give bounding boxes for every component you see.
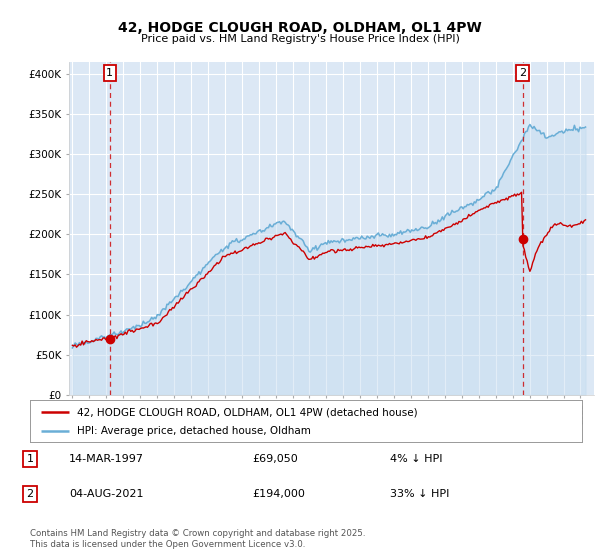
Text: 42, HODGE CLOUGH ROAD, OLDHAM, OL1 4PW (detached house): 42, HODGE CLOUGH ROAD, OLDHAM, OL1 4PW (… — [77, 407, 418, 417]
Text: Contains HM Land Registry data © Crown copyright and database right 2025.
This d: Contains HM Land Registry data © Crown c… — [30, 529, 365, 549]
Text: 2: 2 — [26, 489, 34, 499]
Text: 1: 1 — [106, 68, 113, 78]
Text: HPI: Average price, detached house, Oldham: HPI: Average price, detached house, Oldh… — [77, 427, 311, 436]
Text: 1: 1 — [26, 454, 34, 464]
Text: £69,050: £69,050 — [252, 454, 298, 464]
Text: 2: 2 — [519, 68, 526, 78]
Text: 33% ↓ HPI: 33% ↓ HPI — [390, 489, 449, 499]
Text: 4% ↓ HPI: 4% ↓ HPI — [390, 454, 443, 464]
Text: 14-MAR-1997: 14-MAR-1997 — [69, 454, 144, 464]
Text: Price paid vs. HM Land Registry's House Price Index (HPI): Price paid vs. HM Land Registry's House … — [140, 34, 460, 44]
Text: £194,000: £194,000 — [252, 489, 305, 499]
Text: 04-AUG-2021: 04-AUG-2021 — [69, 489, 143, 499]
Text: 42, HODGE CLOUGH ROAD, OLDHAM, OL1 4PW: 42, HODGE CLOUGH ROAD, OLDHAM, OL1 4PW — [118, 21, 482, 35]
